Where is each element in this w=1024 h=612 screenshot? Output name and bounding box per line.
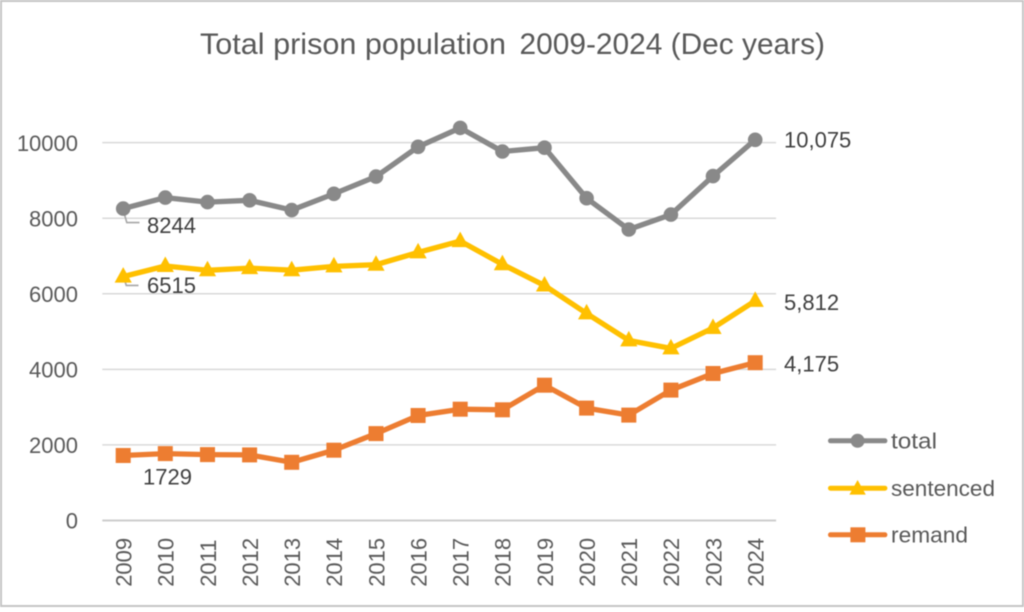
svg-text:2015: 2015 <box>364 538 389 587</box>
svg-text:2020: 2020 <box>575 538 600 587</box>
svg-text:4,175: 4,175 <box>784 351 839 376</box>
svg-text:0: 0 <box>66 509 78 534</box>
svg-text:remand: remand <box>891 522 968 547</box>
svg-text:2009-2024 (Dec years): 2009-2024 (Dec years) <box>520 28 826 61</box>
svg-text:2010: 2010 <box>154 538 179 587</box>
svg-text:2018: 2018 <box>491 538 516 587</box>
svg-text:2009: 2009 <box>112 538 137 587</box>
svg-text:2023: 2023 <box>701 538 726 587</box>
svg-text:5,812: 5,812 <box>784 290 839 315</box>
svg-text:2019: 2019 <box>533 538 558 587</box>
svg-text:2022: 2022 <box>659 538 684 587</box>
svg-text:6000: 6000 <box>29 282 78 307</box>
svg-text:8000: 8000 <box>29 206 78 231</box>
svg-text:2013: 2013 <box>280 538 305 587</box>
svg-text:Total prison population: Total prison population <box>200 28 506 61</box>
svg-text:1729: 1729 <box>143 465 192 490</box>
svg-text:2024: 2024 <box>744 538 769 587</box>
svg-text:sentenced: sentenced <box>891 476 995 501</box>
svg-text:4000: 4000 <box>29 358 78 383</box>
svg-text:2017: 2017 <box>449 538 474 587</box>
svg-text:8244: 8244 <box>147 213 196 238</box>
svg-text:6515: 6515 <box>147 273 196 298</box>
svg-text:total: total <box>891 428 937 453</box>
svg-text:2011: 2011 <box>196 539 221 586</box>
svg-text:2014: 2014 <box>322 538 347 587</box>
svg-text:10000: 10000 <box>17 131 78 156</box>
svg-text:2000: 2000 <box>29 433 78 458</box>
svg-text:10,075: 10,075 <box>784 128 851 153</box>
svg-text:2016: 2016 <box>406 538 431 587</box>
svg-text:2012: 2012 <box>238 538 263 587</box>
svg-text:2021: 2021 <box>617 538 642 587</box>
